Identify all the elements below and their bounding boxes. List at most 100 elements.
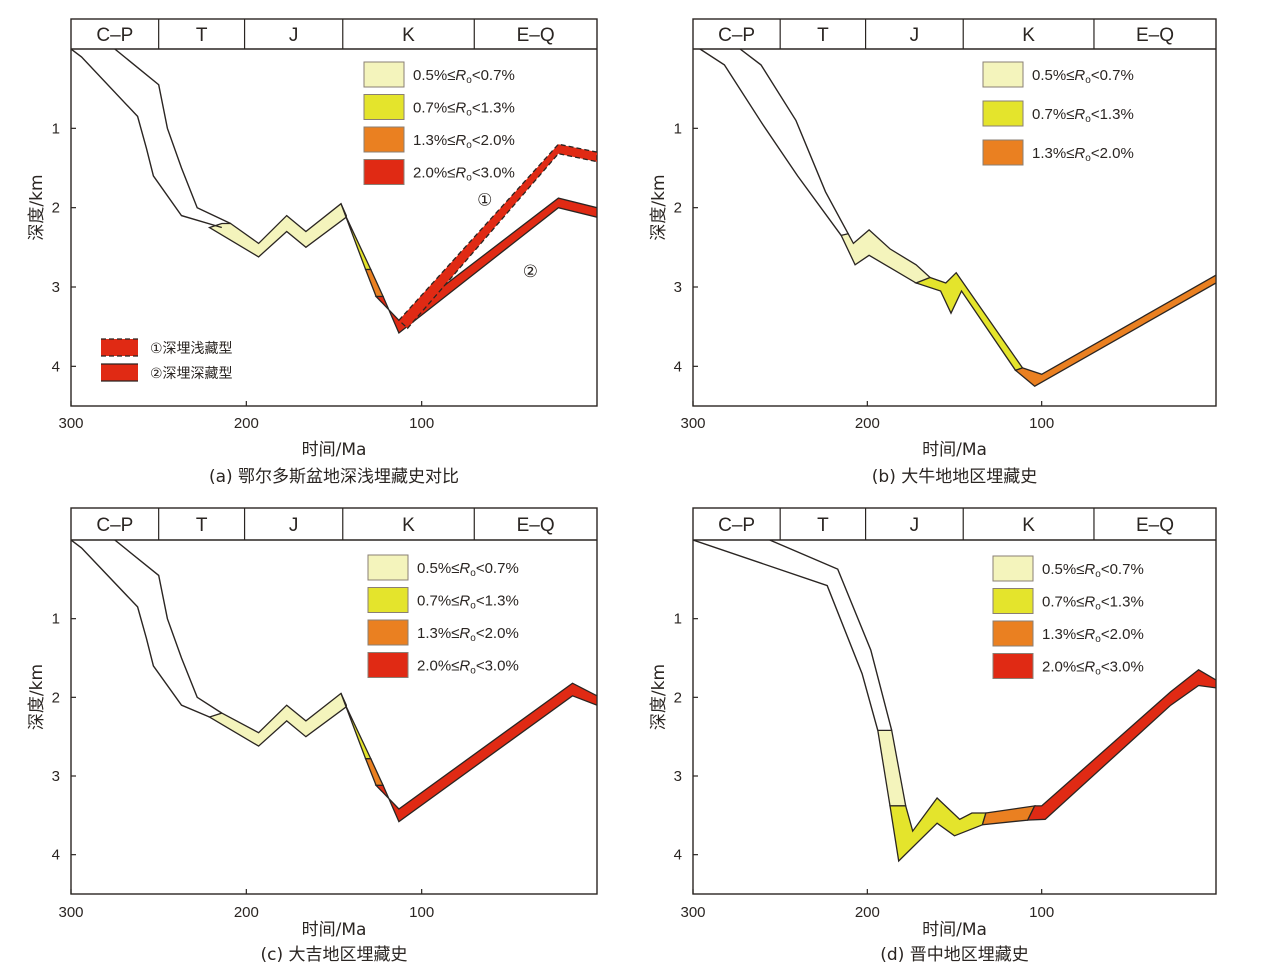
period-label: E–Q (517, 515, 555, 536)
burial-line-lower (71, 49, 222, 229)
legend-label-symbol: R (459, 625, 470, 642)
legend-label-subscript: o (470, 568, 476, 579)
period-label: K (1022, 25, 1035, 46)
period-label: K (1022, 515, 1035, 536)
burial-line-lower (693, 540, 879, 731)
x-tick-label: 300 (680, 415, 705, 432)
x-tick-label: 300 (58, 415, 83, 432)
burial-band-ro_20_30 (397, 143, 597, 330)
legend-label-subscript: o (470, 666, 476, 677)
burial-curves (699, 49, 1216, 387)
legend-label-subscript: o (1085, 75, 1091, 86)
legend-label-suffix: <1.3% (1101, 594, 1144, 611)
legend-label-ro_05_07: 0.5%≤Ro<0.7% (417, 560, 519, 579)
burial-legend-label: ②深埋深藏型 (150, 366, 233, 382)
panel-caption: (c) 大吉地区埋藏史 (260, 945, 407, 965)
y-tick-label: 1 (674, 611, 682, 628)
legend-label-ro_07_13: 0.7%≤Ro<1.3% (1032, 106, 1134, 125)
legend-label-suffix: <3.0% (472, 165, 515, 182)
burial-legend-swatch (101, 364, 138, 381)
legend-label-prefix: 1.3%≤ (1032, 145, 1074, 162)
curve-annotation: ① (477, 191, 492, 211)
x-tick-label: 100 (409, 904, 434, 921)
legend-label-ro_07_13: 0.7%≤Ro<1.3% (413, 100, 515, 119)
burial-band-ro_07_13 (914, 271, 1024, 372)
legend-label-suffix: <0.7% (476, 560, 519, 577)
burial-line-lower (699, 49, 842, 236)
legend-label-symbol: R (1084, 594, 1095, 611)
legend-swatch-ro_05_07 (992, 555, 1034, 582)
x-tick-label: 100 (1029, 415, 1054, 432)
period-label: K (402, 515, 415, 536)
legend-label-suffix: <1.3% (472, 100, 515, 117)
y-axis-title: 深度/km (27, 664, 47, 730)
legend-label-ro_13_20: 1.3%≤Ro<2.0% (1032, 145, 1134, 164)
burial-band-ro_20_30 (1026, 669, 1216, 821)
legend-label-symbol: R (455, 100, 466, 117)
legend-label-symbol: R (455, 165, 466, 182)
legend-swatch-ro_05_07 (367, 554, 409, 581)
legend-swatch-ro_13_20 (363, 126, 405, 153)
legend-label-suffix: <2.0% (1091, 145, 1134, 162)
legend-label-subscript: o (470, 633, 476, 644)
period-label: J (910, 515, 920, 536)
period-label: T (817, 515, 829, 536)
burial-band-ro_20_30 (374, 682, 597, 823)
plot-frame (692, 18, 1217, 407)
legend-label-subscript: o (1085, 153, 1091, 164)
burial-curves (71, 49, 597, 335)
legend-swatch-ro_20_30 (363, 159, 405, 185)
y-tick-label: 3 (52, 279, 60, 296)
legend-label-ro_07_13: 0.7%≤Ro<1.3% (1042, 594, 1144, 613)
legend-swatch-ro_07_13 (363, 94, 405, 120)
curve-annotation: ② (523, 262, 538, 282)
x-axis-title: 时间/Ma (922, 920, 987, 940)
y-tick-label: 4 (52, 358, 60, 375)
legend-label-suffix: <1.3% (476, 593, 519, 610)
x-tick-label: 300 (58, 904, 83, 921)
legend-label-symbol: R (459, 560, 470, 577)
legend-label-subscript: o (1095, 667, 1101, 678)
legend-swatch-ro_07_13 (367, 587, 409, 613)
legend-swatch-ro_20_30 (992, 653, 1034, 679)
period-label: E–Q (517, 25, 555, 46)
legend-label-symbol: R (1084, 561, 1095, 578)
legend-swatch-ro_05_07 (982, 61, 1024, 88)
y-axis-title: 深度/km (649, 664, 669, 730)
period-label: C–P (718, 515, 755, 536)
legend-label-symbol: R (1084, 626, 1095, 643)
legend-label-subscript: o (1095, 602, 1101, 613)
x-tick-label: 100 (1029, 904, 1054, 921)
x-tick-label: 200 (855, 415, 880, 432)
legend-label-prefix: 2.0%≤ (417, 658, 459, 675)
panel-d: C–P T J K E–Q 300 200 100 1 2 3 4 时间/Ma 深度/km (d) 晋中地区… (649, 507, 1217, 965)
legend-label-symbol: R (1074, 145, 1085, 162)
burial-line-lower (71, 540, 210, 718)
period-label: T (196, 25, 208, 46)
legend-label-symbol: R (1084, 659, 1095, 676)
legend-label-ro_20_30: 2.0%≤Ro<3.0% (417, 658, 519, 677)
period-label: C–P (96, 25, 133, 46)
burial-line-upper (769, 540, 893, 731)
legend-label-suffix: <2.0% (476, 625, 519, 642)
legend-label-prefix: 0.5%≤ (413, 67, 455, 84)
legend-label-prefix: 1.3%≤ (1042, 626, 1084, 643)
legend-label-prefix: 2.0%≤ (413, 165, 455, 182)
burial-band-ro_13_20 (1014, 274, 1216, 387)
period-label: T (817, 25, 829, 46)
legend-label-prefix: 0.7%≤ (413, 100, 455, 117)
burial-curves (693, 540, 1216, 863)
y-tick-label: 3 (674, 279, 682, 296)
panel-b: C–P T J K E–Q 300 200 100 1 2 3 4 时间/Ma 深度/km (b) 大牛地地… (649, 18, 1217, 487)
burial-band-ro_05_07 (840, 229, 931, 287)
x-tick-label: 200 (855, 904, 880, 921)
x-axis-title: 时间/Ma (302, 440, 367, 460)
burial-line-upper (114, 49, 231, 225)
legend-label-ro_13_20: 1.3%≤Ro<2.0% (1042, 626, 1144, 645)
legend-label-subscript: o (466, 140, 472, 151)
legend-swatch-ro_20_30 (367, 652, 409, 678)
x-tick-label: 200 (234, 415, 259, 432)
x-tick-label: 200 (234, 904, 259, 921)
legend-label-ro_07_13: 0.7%≤Ro<1.3% (417, 593, 519, 612)
